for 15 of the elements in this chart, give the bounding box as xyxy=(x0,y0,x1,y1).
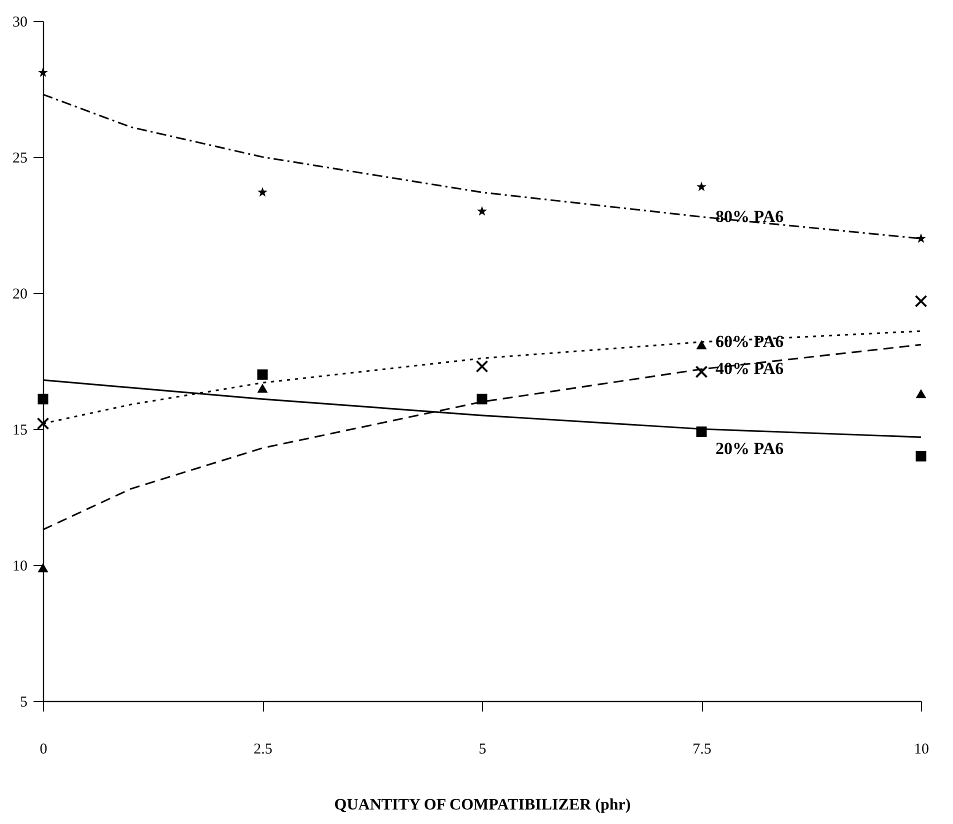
y-tick-label: 15 xyxy=(12,422,28,438)
y-tick-label: 10 xyxy=(12,558,28,574)
series-label: 20% PA6 xyxy=(716,439,784,458)
series-label: 40% PA6 xyxy=(716,359,784,378)
y-tick-label: 25 xyxy=(12,150,28,166)
x-tick-label: 10 xyxy=(914,742,929,758)
y-tick-label: 30 xyxy=(12,14,28,30)
x-tick-label: 0 xyxy=(40,742,48,758)
x-tick-label: 2.5 xyxy=(254,742,272,758)
series-label: 80% PA6 xyxy=(716,206,784,226)
y-tick-label: 20 xyxy=(12,286,28,302)
x-tick-label: 5 xyxy=(478,742,486,758)
y-tick-label: 5 xyxy=(20,694,28,710)
x-tick-label: 7.5 xyxy=(692,742,712,758)
x-axis-title: QUANTITY OF COMPATIBILIZER (phr) xyxy=(334,796,631,814)
